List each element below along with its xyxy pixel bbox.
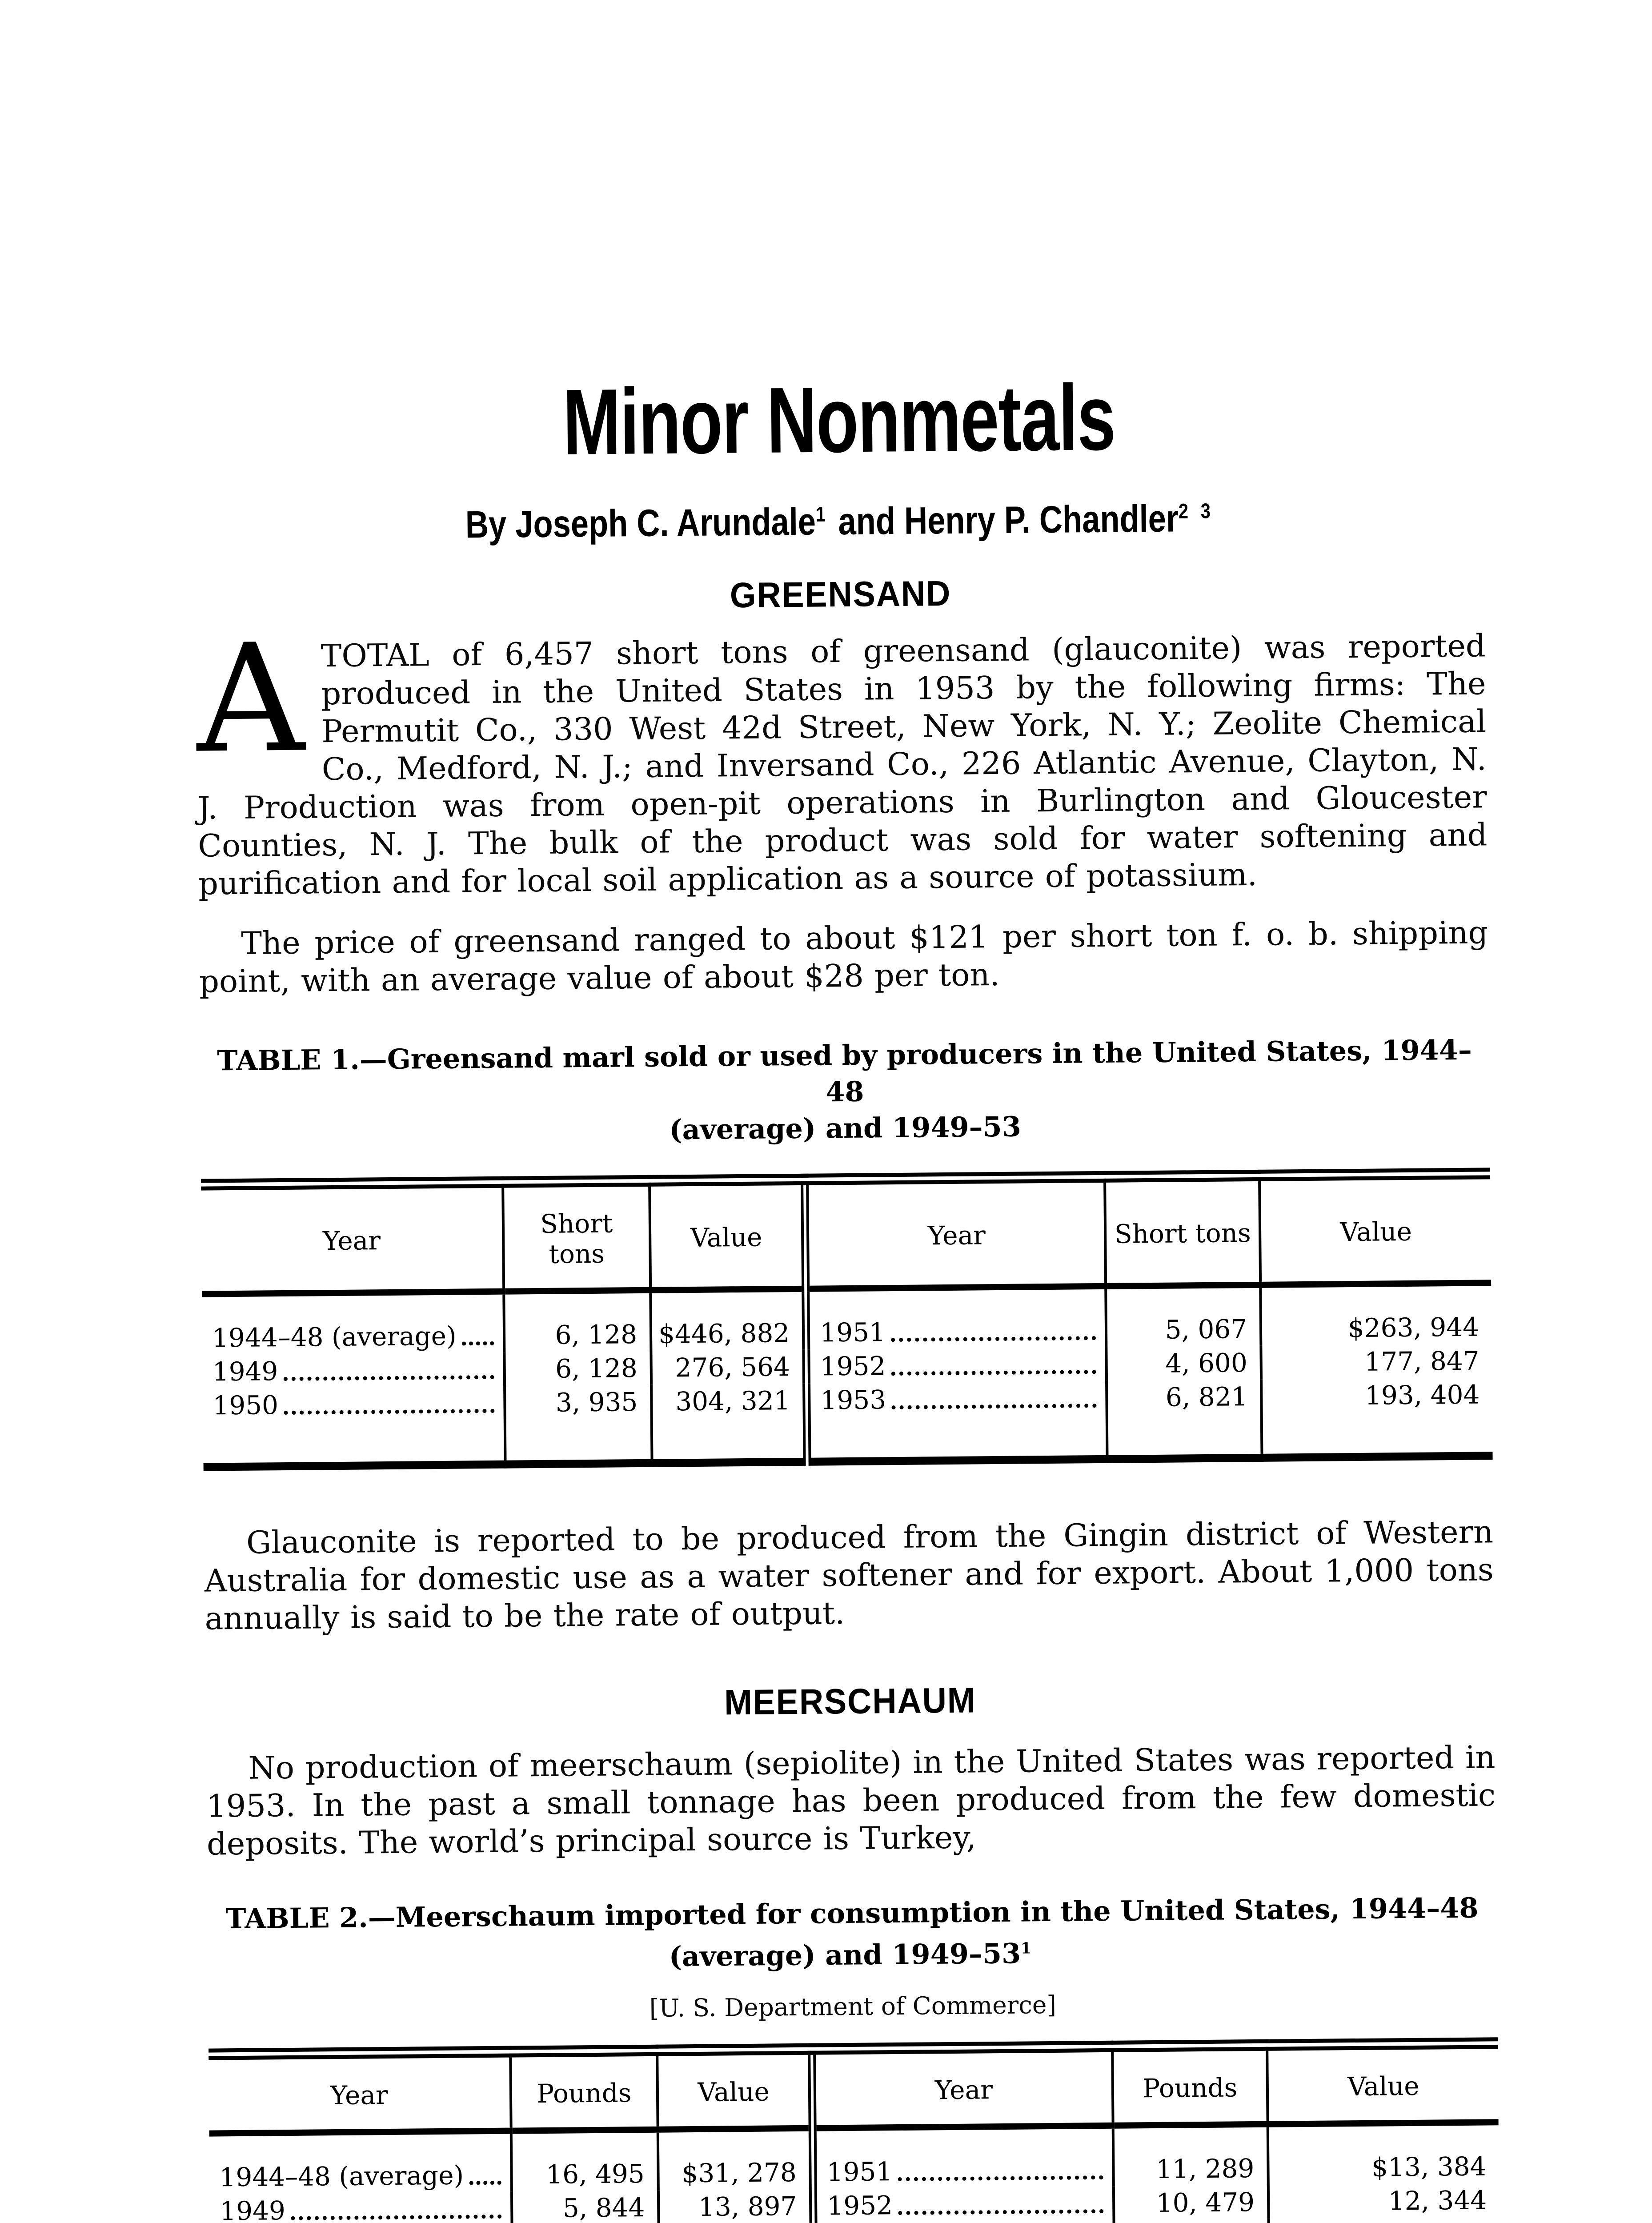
paragraph-glauconite-australia: Glauconite is reported to be produced fr… (204, 1513, 1494, 1637)
table-cell-shorttons: 6, 128 (503, 1290, 651, 1352)
column-header-value-left: Value (657, 2049, 813, 2130)
year-label: 1950 (213, 1390, 279, 1421)
page-title: Minor Nonmetals (562, 365, 1116, 475)
paragraph-meerschaum: No production of meerschaum (sepiolite) … (206, 1739, 1496, 1862)
table-cell-year: 1951 (812, 2125, 1114, 2189)
table2-caption-line2: (average) and 1949–53 (669, 1937, 1021, 1973)
year-label: 1951 (826, 2156, 893, 2187)
table-cell-year: 1952 (806, 1347, 1107, 1384)
table-cell-value: 13, 897 (658, 2189, 814, 2223)
dot-leader (890, 1336, 1096, 1342)
table1-caption-line1: TABLE 1.—Greensand marl sold or used by … (217, 1033, 1472, 1108)
byline-authors-2: and Henry P. Chandler (829, 497, 1179, 543)
year-label: 1949 (219, 2195, 286, 2223)
table-cell-value: 177, 847 (1261, 1344, 1492, 1380)
year-label: 1953 (820, 1384, 886, 1416)
table-row: 1944–48 (average) 16, 495 $31, 278 1951 … (209, 2122, 1499, 2194)
meerschaum-table-header: Year Pounds Value Year Pounds Value (209, 2042, 1499, 2134)
table-cell-value: $446, 882 (650, 1288, 806, 1351)
year-label: 1944–48 (average) (212, 1320, 457, 1353)
table-cell-pounds: 5, 844 (511, 2190, 659, 2223)
year-label: 1952 (820, 1351, 886, 1382)
year-label: 1952 (827, 2190, 893, 2221)
column-header-value-right: Value (1267, 2042, 1499, 2124)
table-cell-value: 193, 404 (1261, 1377, 1493, 1458)
table-cell-shorttons: 3, 935 (504, 1384, 652, 1465)
table-cell-shorttons: 4, 600 (1106, 1345, 1262, 1381)
dot-leader (898, 2175, 1103, 2181)
dot-leader (290, 2214, 502, 2220)
dot-leader (898, 2209, 1104, 2215)
table-cell-year: 1949 (202, 1352, 504, 1389)
year-label: 1951 (819, 1317, 886, 1348)
column-header-year-right: Year (805, 1176, 1106, 1289)
dot-leader (891, 1404, 1097, 1410)
byline-footnote-ref-1: 1 (815, 502, 830, 526)
table2-caption-line1: TABLE 2.—Meerschaum imported for consump… (225, 1891, 1479, 1935)
column-header-value-right: Value (1259, 1173, 1492, 1285)
column-header-pounds-left: Pounds (510, 2050, 658, 2131)
table-cell-value: 12, 344 (1268, 2183, 1500, 2219)
table-header-row: Year Pounds Value Year Pounds Value (209, 2042, 1499, 2134)
column-header-value-left: Value (650, 1179, 806, 1290)
table-cell-year: 1944–48 (average) (209, 2131, 512, 2194)
table-cell-shorttons: 6, 821 (1107, 1379, 1262, 1459)
byline-footnote-ref-2: 2 3 (1178, 499, 1215, 523)
paragraph-greensand-price: The price of greensand ranged to about $… (199, 914, 1488, 1000)
table-cell-value: $13, 384 (1267, 2122, 1499, 2185)
table-cell-shorttons: 6, 128 (504, 1351, 652, 1386)
year-label: 1944–48 (average) (219, 2160, 464, 2193)
table1-caption-line2: (average) and 1949–53 (669, 1110, 1022, 1146)
table-cell-year: 1951 (806, 1286, 1107, 1350)
table-cell-year: 1953 (806, 1380, 1107, 1462)
meerschaum-imports-table: Year Pounds Value Year Pounds Value 1944… (209, 2037, 1500, 2223)
table-cell-year: 1950 (203, 1386, 505, 1467)
byline-authors-1: By Joseph C. Arundale (465, 500, 816, 546)
section-heading-greensand: GREENSAND (730, 573, 951, 615)
table-header-row: Year Short tons Value Year Short tons Va… (201, 1173, 1492, 1294)
column-header-shorttons-right: Short tons (1105, 1175, 1261, 1286)
table1-caption: TABLE 1.—Greensand marl sold or used by … (200, 1031, 1490, 1152)
table-cell-pounds: 16, 495 (511, 2129, 659, 2192)
table-cell-value: $31, 278 (658, 2128, 814, 2191)
table-row: 1950 3, 935 304, 321 1953 6, 821 193, 40… (203, 1377, 1493, 1467)
page-content-column: Minor Nonmetals By Joseph C. Arundale1 a… (194, 363, 1504, 2223)
table2-caption-footnote-ref: 1 (1020, 1939, 1036, 1958)
table-cell-pounds: 10, 479 (1113, 2185, 1269, 2220)
table-cell-value: 304, 321 (651, 1383, 807, 1463)
column-header-year-left: Year (201, 1182, 504, 1294)
dot-leader (284, 1408, 495, 1415)
table-cell-year: 1952 (813, 2186, 1114, 2223)
column-header-pounds-right: Pounds (1112, 2045, 1268, 2126)
meerschaum-table-body: 1944–48 (average) 16, 495 $31, 278 1951 … (209, 2122, 1500, 2223)
table-row: 1944–48 (average) 6, 128 $446, 882 1951 … (202, 1283, 1492, 1355)
table2-caption: TABLE 2.—Meerschaum imported for consump… (207, 1890, 1497, 1979)
byline: By Joseph C. Arundale1 and Henry P. Chan… (298, 495, 1382, 548)
paragraph-greensand-production: A TOTAL of 6,457 short tons of greensand … (196, 612, 1488, 903)
column-header-year-left: Year (209, 2051, 511, 2134)
dot-leader (891, 1370, 1097, 1376)
column-header-shorttons-left: Short tons (502, 1180, 651, 1292)
table-cell-pounds: 11, 289 (1113, 2124, 1268, 2187)
table-cell-year: 1944–48 (average) (202, 1292, 504, 1355)
table-cell-value: $263, 944 (1260, 1283, 1492, 1346)
table2-source-note: [U. S. Department of Commerce] (649, 1990, 1057, 2022)
table-cell-value: 276, 564 (651, 1349, 807, 1385)
table-cell-year: 1949 (210, 2191, 512, 2223)
paragraph-greensand-production-text: TOTAL of 6,457 short tons of greensand (… (197, 627, 1488, 902)
table-cell-shorttons: 5, 067 (1106, 1284, 1261, 1347)
year-label: 1949 (212, 1356, 278, 1387)
dot-leader (283, 1375, 494, 1381)
drop-cap: A (196, 612, 305, 786)
dot-leader (461, 1341, 494, 1346)
greensand-table-header: Year Short tons Value Year Short tons Va… (201, 1173, 1492, 1294)
section-heading-meerschaum: MEERSCHAUM (724, 1680, 976, 1722)
column-header-year-right: Year (812, 2046, 1113, 2128)
greensand-table: Year Short tons Value Year Short tons Va… (200, 1168, 1493, 1471)
greensand-table-body: 1944–48 (average) 6, 128 $446, 882 1951 … (202, 1283, 1493, 1467)
dot-leader (469, 2180, 501, 2185)
